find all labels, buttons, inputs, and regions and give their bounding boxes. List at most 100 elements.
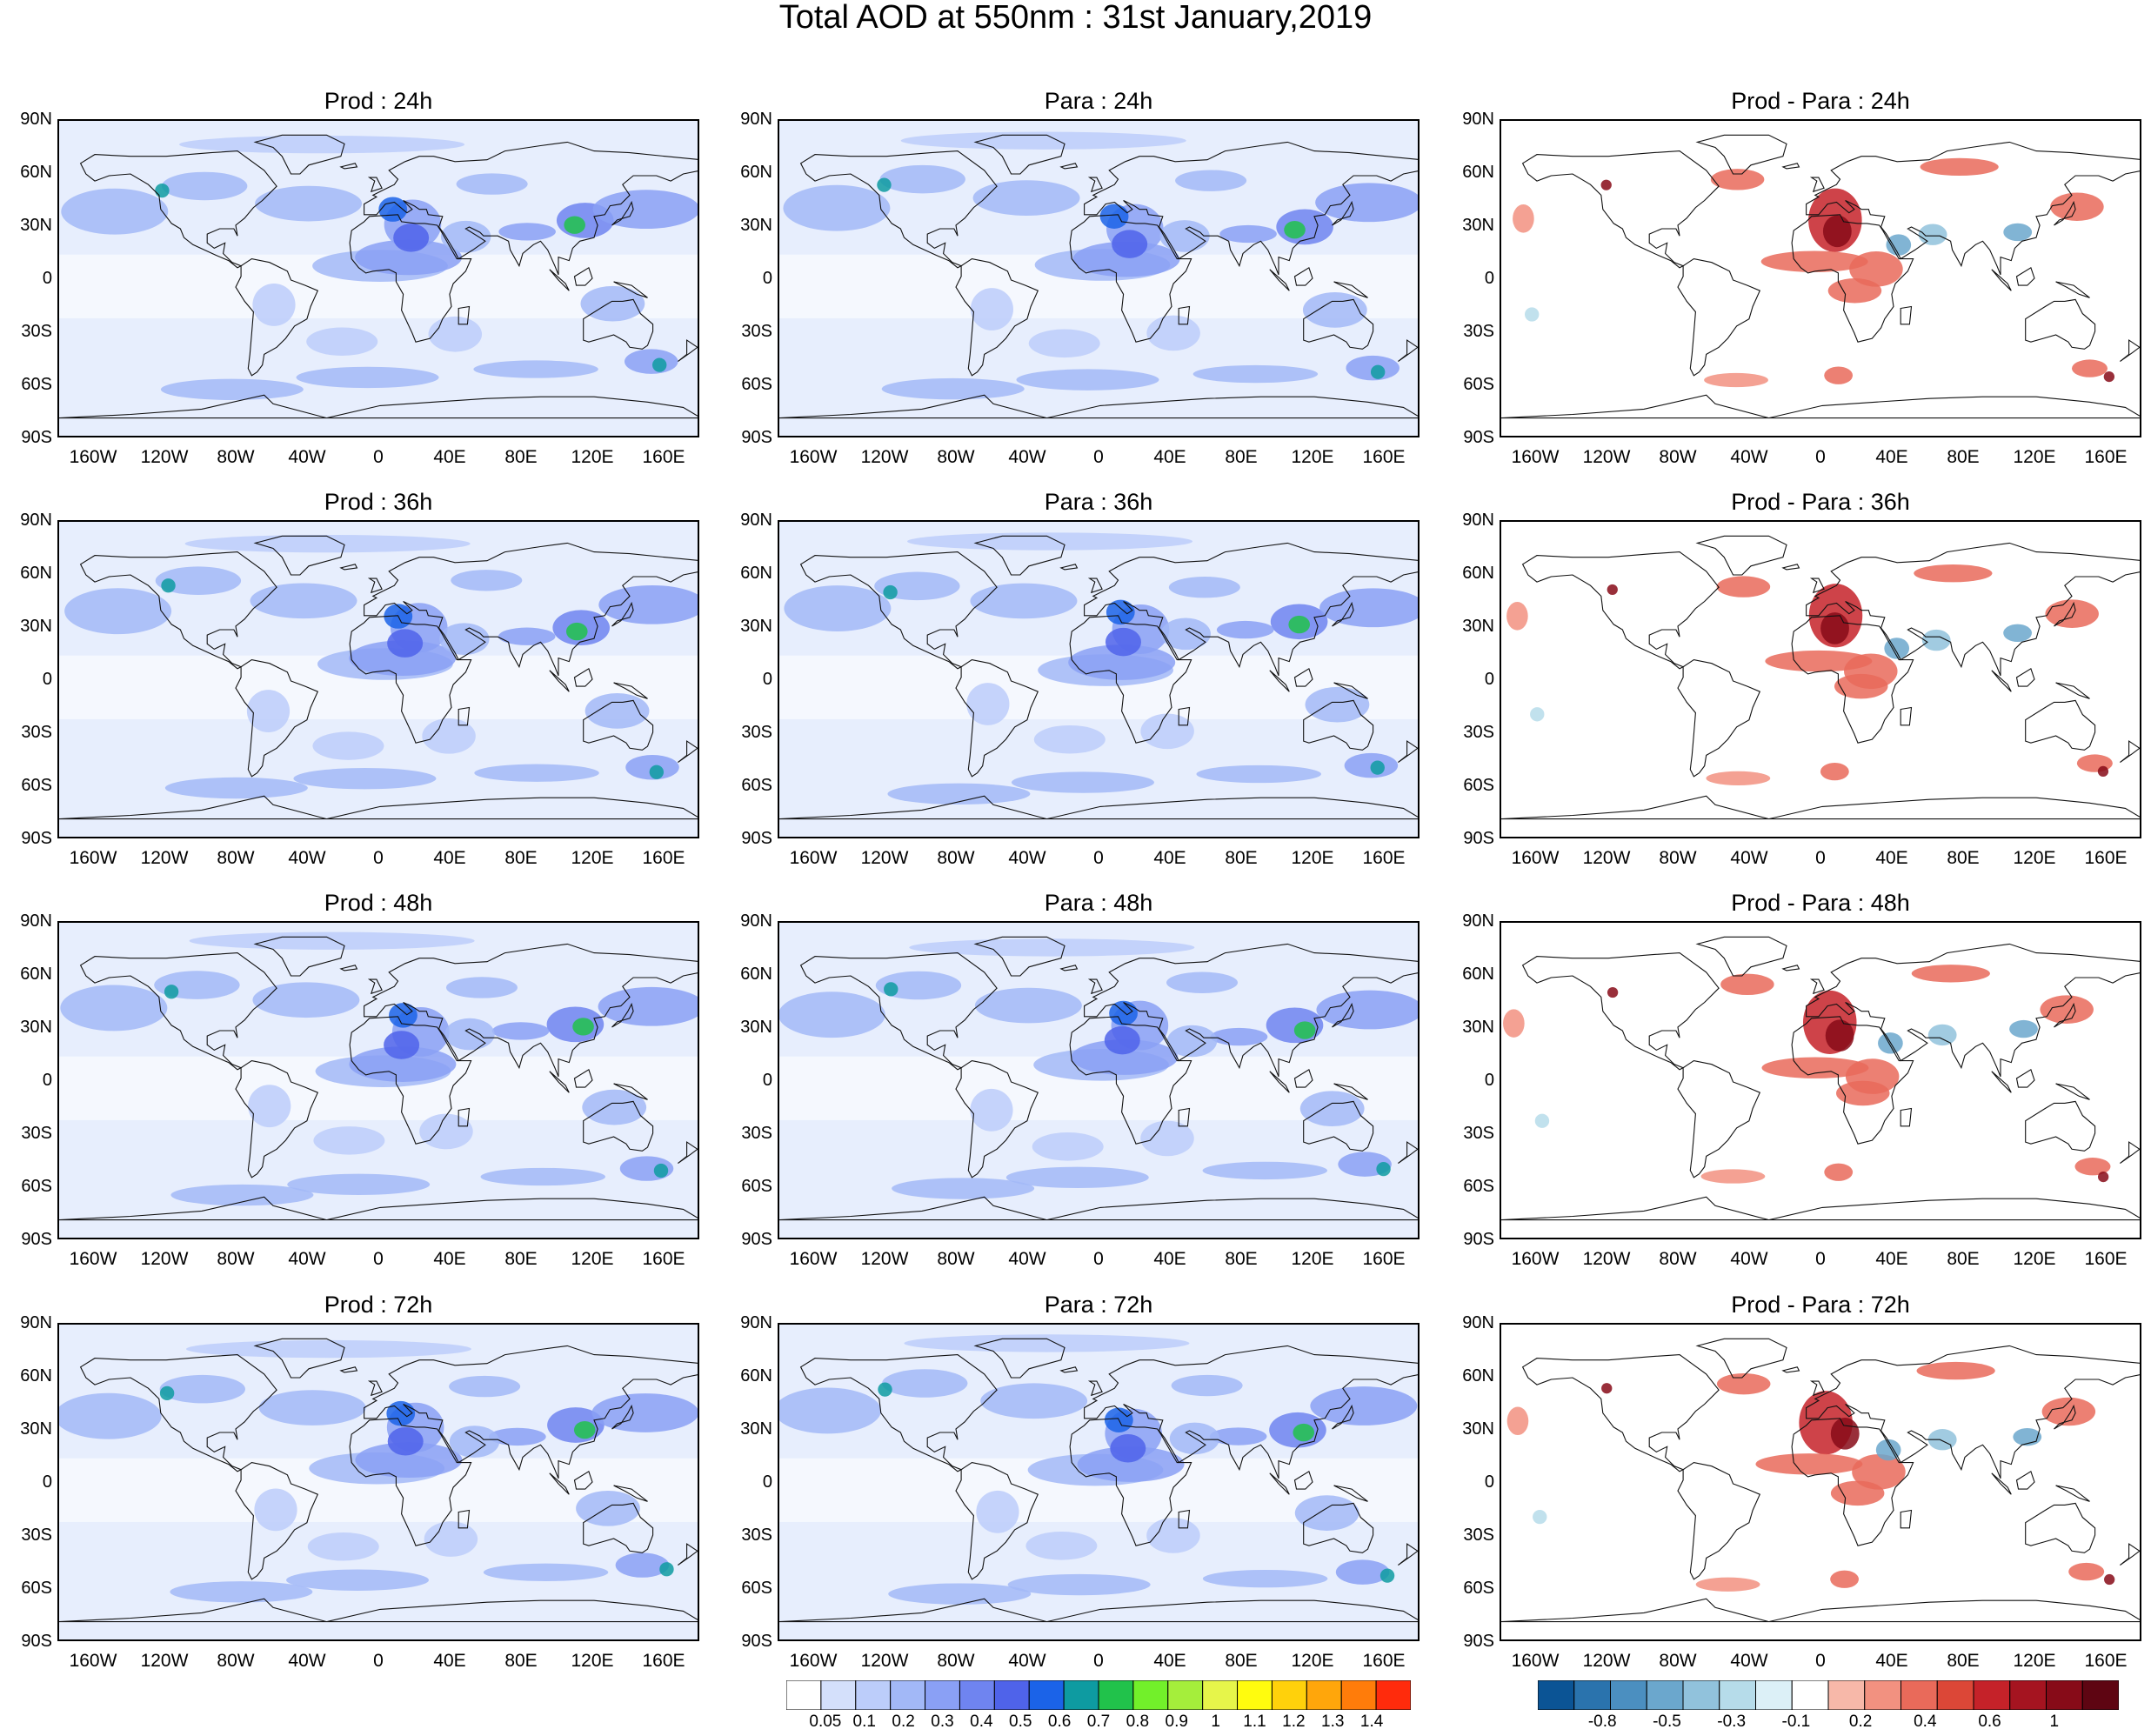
aerosol-feature [900, 131, 1186, 150]
coastline [2055, 1485, 2090, 1502]
coastline [678, 339, 698, 362]
coastline [799, 551, 998, 670]
aerosol-feature [659, 1562, 674, 1577]
latitude-tick-label: 30S [741, 723, 772, 742]
map-frame [57, 1323, 699, 1641]
map-panel: Prod : 48h 90N 60N 30N 0 30S 60S 90S 160W 120W 80W… [20, 890, 699, 1269]
coastline [364, 1345, 698, 1479]
coastline [1059, 564, 1079, 571]
latitude-tick-label: 30S [1463, 723, 1494, 742]
aerosol-feature [1166, 1025, 1218, 1058]
latitude-tick-label: 30N [740, 1018, 772, 1037]
longitude-tick-label: 120E [2013, 447, 2056, 467]
aerosol-feature [972, 180, 1080, 216]
coastline [1293, 667, 1313, 687]
longitude-tick-label: 80W [217, 1651, 255, 1671]
longitude-tick-label: 40E [1875, 848, 1908, 868]
aerosol-feature [161, 578, 176, 593]
aerosol-feature [779, 992, 885, 1038]
aerosol-feature [483, 1563, 609, 1581]
latitude-tick-label: 0 [42, 1071, 52, 1090]
longitude-tick-label: 160W [789, 848, 838, 868]
longitude-tick-label: 80W [937, 447, 975, 467]
coastline [613, 1485, 648, 1502]
coastline [1501, 795, 2140, 820]
longitude-tick-label: 120E [2013, 1249, 2056, 1269]
map-frame [1500, 520, 2141, 838]
map-canvas [59, 121, 698, 436]
colorbar-tick-label: 1.1 [1243, 1713, 1266, 1731]
aerosol-feature [155, 566, 242, 595]
latitude-tick-label: 30N [20, 216, 52, 235]
aerosol-feature [1706, 771, 1771, 786]
aerosol-feature [387, 1426, 424, 1456]
latitude-tick-label: 60N [740, 564, 772, 583]
coastline [1303, 699, 1374, 751]
coastline [59, 1598, 698, 1623]
aerosol-feature [1911, 965, 1990, 983]
latitude-tick-label: 30S [21, 723, 52, 742]
aerosol-feature [624, 349, 678, 374]
map-canvas [1501, 134, 2140, 419]
longitude-tick-label: 80E [1225, 1249, 1258, 1269]
longitude-tick-label: 0 [373, 1651, 384, 1671]
aerosol-feature [1716, 1372, 1771, 1395]
coastline [1087, 978, 1103, 995]
latitude-tick-label: 60N [1462, 163, 1494, 182]
aerosol-feature [980, 1383, 1088, 1419]
aerosol-feature [783, 184, 891, 231]
aerosol-feature [887, 783, 1031, 805]
longitude-tick-label: 40W [1730, 1249, 1768, 1269]
aerosol-feature [170, 1581, 313, 1603]
aerosol-feature [307, 1532, 379, 1561]
aerosol-feature [1920, 157, 1999, 177]
coastline [2015, 1470, 2035, 1490]
aerosol-feature [170, 1184, 314, 1206]
longitude-tick-label: 40W [288, 447, 326, 467]
aerosol-feature [155, 183, 170, 198]
longitude-tick-label: 40W [288, 848, 326, 868]
aerosol-feature [1007, 1573, 1151, 1596]
aerosol-feature [1836, 1080, 1890, 1106]
aerosol-feature [1299, 1091, 1365, 1126]
coastline [59, 394, 698, 419]
latitude-tick-label: 90S [1463, 1230, 1494, 1249]
aerosol-feature [419, 1113, 473, 1150]
panel-title: Prod - Para : 72h [1731, 1292, 1910, 1318]
coastline [1809, 177, 1825, 193]
coastline [367, 978, 383, 995]
coastline [1501, 1598, 2140, 1623]
aod-colorbar: 0.05 0.1 0.2 0.3 0.4 0.5 0.6 0.7 0.8 0.9 1 1.1 1.2 1.… [785, 1679, 1412, 1736]
longitude-tick-label: 120E [1291, 447, 1334, 467]
aerosol-feature [384, 1031, 420, 1059]
coastline [2015, 667, 2035, 687]
aerosol-feature [480, 1167, 606, 1186]
aerosol-feature [598, 986, 698, 1026]
longitude-tick-label: 120W [860, 447, 909, 467]
aerosol-feature [306, 327, 378, 356]
panel-title: Prod : 36h [324, 489, 433, 515]
longitude-tick-label: 0 [373, 1249, 384, 1269]
aerosol-feature [1099, 204, 1129, 229]
longitude-tick-label: 80E [1947, 848, 1980, 868]
colorbar-swatch [1900, 1679, 1938, 1711]
coastline [779, 1598, 1418, 1623]
aerosol-feature [473, 360, 598, 378]
longitude-tick-label: 120E [1291, 1651, 1334, 1671]
aerosol-feature [164, 777, 308, 799]
coastline [79, 1354, 277, 1472]
latitude-tick-label: 90N [1462, 110, 1494, 129]
aerosol-feature [1146, 1518, 1200, 1553]
latitude-tick-label: 60N [20, 1366, 52, 1385]
latitude-tick-label: 60N [1462, 564, 1494, 583]
coastline [549, 1472, 570, 1495]
aerosol-feature [161, 171, 248, 201]
coastline [611, 1002, 634, 1028]
aerosol-feature [1171, 1374, 1243, 1397]
latitude-tick-label: 60N [20, 965, 52, 984]
coastline [573, 1068, 593, 1088]
coastline [2025, 1502, 2096, 1553]
aerosol-feature [565, 622, 588, 641]
latitude-tick-label: 60S [1463, 375, 1494, 394]
latitude-tick-label: 30S [21, 322, 52, 341]
